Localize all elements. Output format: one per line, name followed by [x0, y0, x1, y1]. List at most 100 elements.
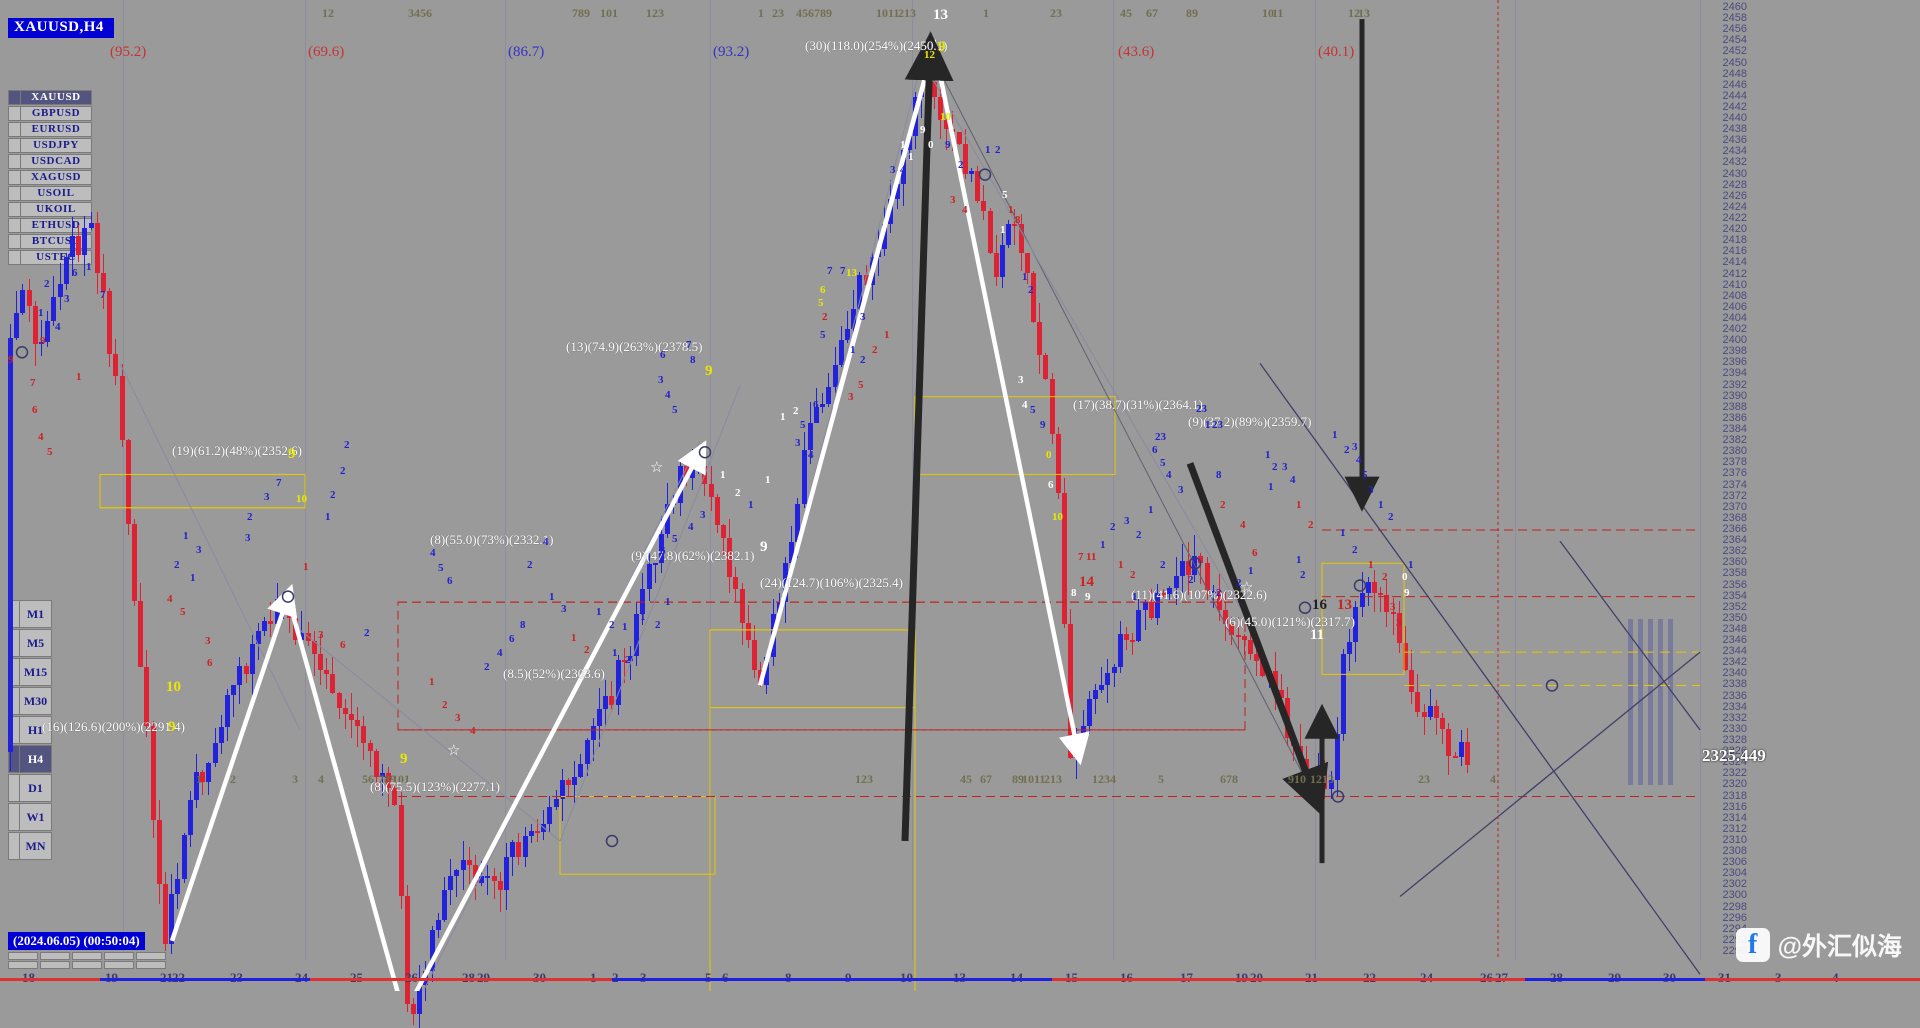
wave-degree-number: 6 — [340, 639, 346, 651]
symbol-item-label[interactable]: UKOIL — [20, 202, 92, 217]
timeframe-handle[interactable] — [8, 832, 19, 860]
symbol-item-label[interactable]: GBPUSD — [20, 106, 92, 121]
wave-degree-number: 7 — [30, 377, 36, 389]
timeframe-label[interactable]: D1 — [19, 774, 52, 802]
candle-body — [33, 306, 38, 345]
timeframe-mn[interactable]: MN — [8, 832, 52, 860]
price-tick: 2458 — [1722, 12, 1747, 25]
wave-degree-number: 4 — [1290, 474, 1296, 486]
timeframe-m5[interactable]: M5 — [8, 629, 52, 657]
nav-button[interactable] — [40, 961, 70, 969]
time-axis[interactable]: 1819212223242526282930123568910131415161… — [0, 960, 1920, 991]
wave-degree-number: 2 — [364, 627, 370, 639]
symbol-item-label[interactable]: XAUUSD — [20, 90, 92, 105]
symbol-list[interactable]: XAUUSD GBPUSD EURUSD USDJPY USDCAD XAGUSD USOI… — [8, 90, 92, 266]
wave-degree-number: 1 — [1132, 591, 1138, 603]
wave-degree-number: 1 — [900, 139, 906, 151]
symbol-item-usdcad[interactable]: USDCAD — [8, 154, 92, 169]
symbol-item-xauusd[interactable]: XAUUSD — [8, 90, 92, 105]
wave-degree-number: 3 — [318, 629, 324, 641]
symbol-item-eurusd[interactable]: EURUSD — [8, 122, 92, 137]
symbol-item-handle[interactable] — [8, 106, 20, 121]
price-tick: 2436 — [1722, 134, 1747, 147]
timeframe-w1[interactable]: W1 — [8, 803, 52, 831]
timeframe-label[interactable]: M15 — [19, 658, 52, 686]
nav-button[interactable] — [40, 952, 70, 960]
symbol-item-handle[interactable] — [8, 154, 20, 169]
candle-body — [64, 257, 69, 284]
bottom-wave-count-row: 123 45 67 89 1011 213 1234 5 678 910 1213 23 4 1 2 3 4 56… — [0, 772, 1700, 790]
price-tick: 2360 — [1722, 556, 1747, 569]
candle-body — [51, 297, 56, 321]
symbol-item-handle[interactable] — [8, 122, 20, 137]
symbol-item-handle[interactable] — [8, 250, 20, 265]
timeframe-label[interactable]: H1 — [19, 716, 52, 744]
time-tick: 27 — [1495, 970, 1508, 986]
price-tick: 2460 — [1722, 1, 1747, 13]
price-axis[interactable]: 2460 2458 2456 2454 2452 2450 2448 2446 2444 2442… — [1703, 0, 1747, 965]
timeframe-label[interactable]: M30 — [19, 687, 52, 715]
wave-degree-number: 9 — [945, 139, 951, 151]
symbol-item-handle[interactable] — [8, 218, 20, 233]
timeframe-h4[interactable]: H4 — [8, 745, 52, 773]
wave-degree-number: 2 — [1110, 521, 1116, 533]
symbol-item-xagusd[interactable]: XAGUSD — [8, 170, 92, 185]
nav-button[interactable] — [104, 961, 134, 969]
timeframe-handle[interactable] — [8, 774, 19, 802]
nav-button[interactable] — [8, 961, 38, 969]
symbol-item-ukoil[interactable]: UKOIL — [8, 202, 92, 217]
symbol-item-label[interactable]: XAGUSD — [20, 170, 92, 185]
wave-degree-number: 5 — [672, 404, 678, 416]
wave-degree-number: 3 — [1018, 374, 1024, 386]
nav-button[interactable] — [136, 952, 166, 960]
wave-degree-number: 1 — [1268, 481, 1274, 493]
timeframe-list[interactable]: M1 M5 M15 M30 H1 H4 D1 W1 MN — [8, 600, 52, 861]
timeframe-m1[interactable]: M1 — [8, 600, 52, 628]
symbol-item-label[interactable]: USDCAD — [20, 154, 92, 169]
symbol-item-handle[interactable] — [8, 234, 20, 249]
symbol-item-ethusd[interactable]: ETHUSD — [8, 218, 92, 233]
wave-degree-number: 4 — [1166, 469, 1172, 481]
wave-degree-number: 2 — [340, 465, 346, 477]
timeframe-label[interactable]: W1 — [19, 803, 52, 831]
timeframe-m30[interactable]: M30 — [8, 687, 52, 715]
timeframe-label[interactable]: M1 — [19, 600, 52, 628]
timeframe-m15[interactable]: M15 — [8, 658, 52, 686]
nav-button[interactable] — [72, 961, 102, 969]
wave-degree-number: 7 — [100, 289, 106, 301]
nav-button[interactable] — [104, 952, 134, 960]
wave-number-layer: 2 3 6 1 1 4 1 9 9 7 6 4 5 7 1 3 2 1 4 5 3 6 3 3 7 2 10 1 2 2 2 1 3 6 2 4 5 6 1… — [8, 50, 1414, 737]
symbol-item-label[interactable]: EURUSD — [20, 122, 92, 137]
nav-button[interactable] — [136, 961, 166, 969]
symbol-item-handle[interactable] — [8, 90, 20, 105]
symbol-item-handle[interactable] — [8, 186, 20, 201]
timeframe-h1[interactable]: H1 — [8, 716, 52, 744]
symbol-item-usoil[interactable]: USOIL — [8, 186, 92, 201]
nav-button[interactable] — [72, 952, 102, 960]
timeframe-handle[interactable] — [8, 803, 19, 831]
timeframe-label[interactable]: H4 — [19, 745, 52, 773]
symbol-item-label[interactable]: USOIL — [20, 186, 92, 201]
timeframe-label[interactable]: MN — [19, 832, 52, 860]
timeframe-label[interactable]: M5 — [19, 629, 52, 657]
wave-degree-number: 3 — [245, 532, 251, 544]
nav-button[interactable] — [8, 952, 38, 960]
time-tick: 28 — [1550, 970, 1563, 986]
symbol-item-label[interactable]: ETHUSD — [20, 218, 92, 233]
symbol-item-handle[interactable] — [8, 170, 20, 185]
price-tick: 2430 — [1722, 167, 1747, 180]
timeframe-d1[interactable]: D1 — [8, 774, 52, 802]
time-tick: 22 — [1363, 970, 1376, 986]
symbol-item-handle[interactable] — [8, 138, 20, 153]
symbol-item-btcusd[interactable]: BTCUSD — [8, 234, 92, 249]
symbol-item-handle[interactable] — [8, 202, 20, 217]
symbol-item-label[interactable]: USDJPY — [20, 138, 92, 153]
price-tick: 2416 — [1722, 245, 1747, 258]
price-tick: 2322 — [1722, 767, 1747, 780]
time-tick: 4 — [1832, 970, 1839, 986]
symbol-item-usdjpy[interactable]: USDJPY — [8, 138, 92, 153]
nav-button-grid[interactable] — [8, 952, 168, 970]
symbol-item-gbpusd[interactable]: GBPUSD — [8, 106, 92, 121]
timeframe-handle[interactable] — [8, 745, 19, 773]
